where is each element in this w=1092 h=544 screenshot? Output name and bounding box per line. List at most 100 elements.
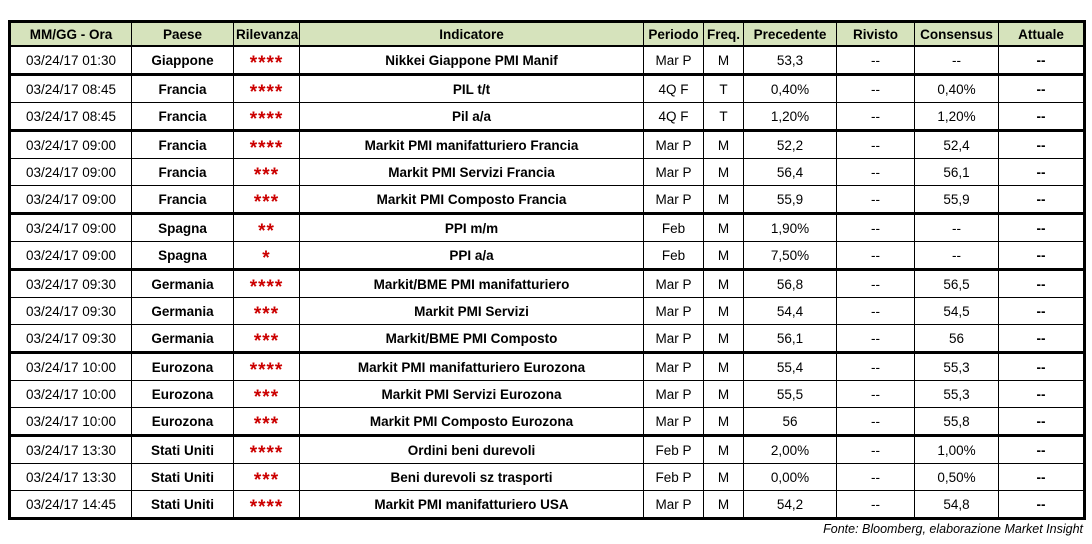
cell-previous: 1,90% xyxy=(743,213,837,242)
cell-country: Francia xyxy=(131,185,234,215)
cell-relevance: **** xyxy=(233,352,300,381)
cell-consensus: 55,3 xyxy=(914,380,999,408)
table-row: 03/24/17 13:30 Stati Uniti *** Beni durevol… xyxy=(9,463,1085,491)
cell-revised: -- xyxy=(836,269,915,298)
cell-datetime: 03/24/17 09:00 xyxy=(9,130,132,159)
column-header-previous: Precedente xyxy=(743,21,837,47)
cell-frequency: T xyxy=(703,102,744,132)
cell-indicator: Markit PMI Servizi Francia xyxy=(299,158,644,186)
relevance-stars: *** xyxy=(253,303,280,325)
cell-country: Germania xyxy=(131,297,234,325)
cell-previous: 56,1 xyxy=(743,324,837,354)
cell-indicator: Markit/BME PMI Composto xyxy=(299,324,644,354)
cell-consensus: 0,40% xyxy=(914,74,999,103)
cell-period: Mar P xyxy=(643,158,704,186)
cell-actual: -- xyxy=(998,158,1085,186)
cell-indicator: Pil a/a xyxy=(299,102,644,132)
table-row: 03/24/17 09:30 Germania **** Markit/BME PMI… xyxy=(9,269,1085,298)
cell-consensus: 0,50% xyxy=(914,463,999,491)
cell-relevance: *** xyxy=(233,380,300,408)
relevance-stars: *** xyxy=(253,164,280,186)
relevance-stars: **** xyxy=(249,442,284,464)
column-header-consensus: Consensus xyxy=(914,21,999,47)
cell-period: 4Q F xyxy=(643,102,704,132)
cell-indicator: Markit PMI manifatturiero Eurozona xyxy=(299,352,644,381)
cell-consensus: 56 xyxy=(914,324,999,354)
table-row: 03/24/17 09:30 Germania *** Markit/BME PMI … xyxy=(9,324,1085,354)
table-row: 03/24/17 13:30 Stati Uniti **** Ordini beni… xyxy=(9,435,1085,464)
relevance-stars: *** xyxy=(253,330,280,352)
cell-frequency: M xyxy=(703,297,744,325)
column-header-indicator: Indicatore xyxy=(299,21,644,47)
cell-revised: -- xyxy=(836,241,915,271)
cell-frequency: M xyxy=(703,158,744,186)
cell-country: Germania xyxy=(131,269,234,298)
cell-previous: 1,20% xyxy=(743,102,837,132)
cell-country: Stati Uniti xyxy=(131,435,234,464)
cell-previous: 0,00% xyxy=(743,463,837,491)
cell-previous: 56,4 xyxy=(743,158,837,186)
cell-previous: 2,00% xyxy=(743,435,837,464)
cell-indicator: Markit PMI Servizi xyxy=(299,297,644,325)
cell-datetime: 03/24/17 08:45 xyxy=(9,102,132,132)
relevance-stars: *** xyxy=(253,386,280,408)
cell-datetime: 03/24/17 10:00 xyxy=(9,352,132,381)
cell-country: Spagna xyxy=(131,241,234,271)
cell-relevance: *** xyxy=(233,324,300,354)
cell-frequency: M xyxy=(703,490,744,519)
relevance-stars: **** xyxy=(249,81,284,103)
cell-relevance: *** xyxy=(233,185,300,215)
cell-frequency: M xyxy=(703,213,744,242)
cell-frequency: M xyxy=(703,407,744,437)
table-row: 03/24/17 14:45 Stati Uniti **** Markit PMI … xyxy=(9,490,1085,519)
cell-previous: 56 xyxy=(743,407,837,437)
cell-relevance: **** xyxy=(233,435,300,464)
cell-period: Feb xyxy=(643,213,704,242)
column-header-relevance: Rilevanza xyxy=(233,21,300,47)
cell-actual: -- xyxy=(998,241,1085,271)
cell-period: Mar P xyxy=(643,324,704,354)
cell-period: Feb P xyxy=(643,435,704,464)
cell-revised: -- xyxy=(836,463,915,491)
cell-frequency: M xyxy=(703,185,744,215)
cell-period: Feb xyxy=(643,241,704,271)
cell-datetime: 03/24/17 13:30 xyxy=(9,435,132,464)
column-header-frequency: Freq. xyxy=(703,21,744,47)
cell-actual: -- xyxy=(998,45,1085,76)
cell-revised: -- xyxy=(836,407,915,437)
cell-revised: -- xyxy=(836,130,915,159)
cell-relevance: * xyxy=(233,241,300,271)
cell-indicator: Markit/BME PMI manifatturiero xyxy=(299,269,644,298)
cell-revised: -- xyxy=(836,324,915,354)
cell-country: Germania xyxy=(131,324,234,354)
cell-consensus: -- xyxy=(914,45,999,76)
cell-datetime: 03/24/17 09:30 xyxy=(9,297,132,325)
cell-consensus: 55,3 xyxy=(914,352,999,381)
cell-relevance: *** xyxy=(233,297,300,325)
relevance-stars: *** xyxy=(253,191,280,213)
cell-frequency: M xyxy=(703,241,744,271)
cell-indicator: PPI a/a xyxy=(299,241,644,271)
table-row: 03/24/17 09:00 Spagna ** PPI m/m Feb M 1,90% --… xyxy=(9,213,1085,242)
cell-country: Eurozona xyxy=(131,352,234,381)
cell-country: Eurozona xyxy=(131,380,234,408)
cell-country: Francia xyxy=(131,130,234,159)
cell-previous: 54,4 xyxy=(743,297,837,325)
cell-relevance: *** xyxy=(233,158,300,186)
cell-revised: -- xyxy=(836,102,915,132)
cell-frequency: T xyxy=(703,74,744,103)
cell-country: Francia xyxy=(131,102,234,132)
cell-frequency: M xyxy=(703,435,744,464)
cell-previous: 55,4 xyxy=(743,352,837,381)
cell-previous: 55,5 xyxy=(743,380,837,408)
table-row: 03/24/17 09:30 Germania *** Markit PMI Serv… xyxy=(9,297,1085,325)
cell-actual: -- xyxy=(998,352,1085,381)
source-note: Fonte: Bloomberg, elaborazione Market In… xyxy=(823,522,1083,536)
cell-country: Francia xyxy=(131,158,234,186)
cell-revised: -- xyxy=(836,45,915,76)
cell-previous: 7,50% xyxy=(743,241,837,271)
cell-datetime: 03/24/17 09:00 xyxy=(9,213,132,242)
cell-consensus: 1,20% xyxy=(914,102,999,132)
cell-relevance: ** xyxy=(233,213,300,242)
cell-actual: -- xyxy=(998,407,1085,437)
